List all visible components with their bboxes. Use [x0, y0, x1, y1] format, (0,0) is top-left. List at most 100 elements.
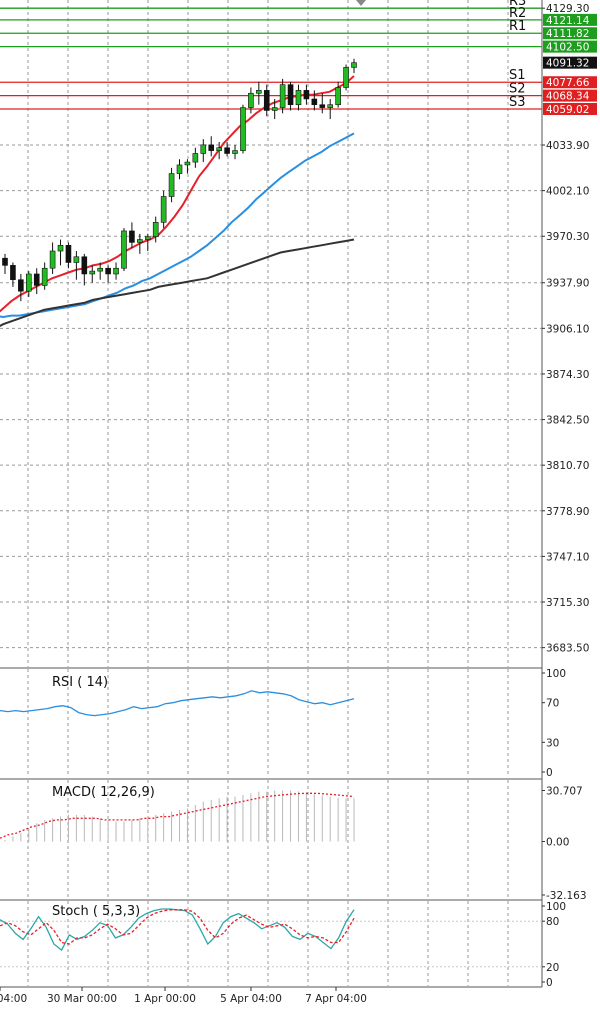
candle [327, 98, 334, 120]
candle [224, 142, 230, 157]
candle [144, 233, 151, 252]
candle-body [57, 244, 64, 252]
indicator-tick-label: 30.707 [546, 785, 583, 797]
candle-body [41, 267, 48, 286]
candle [121, 228, 127, 272]
price-tick-label: 4033.90 [546, 140, 589, 152]
candle-body [319, 104, 326, 108]
candle-body [10, 265, 16, 281]
time-tick-label: 1 Apr 00:00 [134, 993, 196, 1005]
candle-body [184, 161, 191, 166]
candle [248, 87, 254, 114]
candle-body [144, 236, 151, 240]
candle [311, 90, 318, 111]
candle [343, 64, 349, 91]
indicator-tick-label: 80 [546, 916, 559, 928]
indicator-tick-label: 20 [546, 962, 559, 974]
candle-body [129, 230, 135, 243]
macd-panel: MACD( 12,26,9) 30.707 0.00 -32.163 [0, 785, 587, 902]
candle [89, 265, 96, 283]
price-tick-label: 3842.50 [546, 415, 589, 427]
current-price-tag [543, 56, 597, 69]
price-tick-label: 3970.30 [546, 231, 589, 243]
candle [168, 167, 175, 203]
indicator-tick-label: 0 [546, 767, 553, 779]
candle [129, 222, 135, 249]
moving-average-line [0, 132, 355, 319]
candle-body [240, 107, 246, 151]
candle [33, 268, 40, 295]
level-price-tag [543, 13, 597, 26]
candle [160, 190, 167, 229]
candle-body [2, 257, 8, 266]
indicator-title: MACD( 12,26,9) [52, 785, 155, 800]
candle [319, 93, 326, 114]
candle-body [303, 90, 310, 100]
pivot-level-name: R2 [509, 6, 526, 21]
candle-body [121, 230, 127, 269]
rsi-panel-frame [0, 669, 542, 777]
moving-average-line [0, 238, 355, 328]
time-tick-label: 7 Apr 04:00 [305, 993, 367, 1005]
candle [232, 144, 238, 160]
candle [137, 233, 143, 254]
level-price-label: 4077.66 [546, 77, 590, 89]
candle [279, 78, 286, 114]
candle-body [97, 267, 103, 272]
indicator-line [0, 909, 355, 945]
candle-body [208, 144, 215, 151]
candle [295, 84, 302, 111]
pivot-level-name: R1 [509, 19, 526, 34]
indicator-tick-label: 70 [546, 698, 559, 710]
candle-body [49, 250, 56, 269]
candle-body [224, 147, 230, 154]
price-axis: 4129.30 4033.90 4002.10 3970.30 3937.90 3906.… [542, 3, 589, 655]
candle [81, 253, 88, 286]
price-tick-label: 3810.70 [546, 460, 589, 472]
candle-body [81, 256, 88, 275]
candle [184, 159, 191, 174]
candle [351, 58, 357, 74]
candle [25, 271, 32, 297]
price-panel-frame [0, 0, 542, 667]
price-tick-label: 3747.10 [546, 551, 589, 563]
macd-panel-frame [0, 780, 542, 898]
pivot-level-name: S1 [509, 68, 526, 83]
candle [41, 262, 48, 290]
candle [2, 253, 8, 274]
time-tick-label: 5 Apr 04:00 [220, 993, 282, 1005]
time-axis: 04:00 30 Mar 00:00 1 Apr 00:00 5 Apr 04:00 7… [0, 987, 367, 1005]
candle-body [113, 267, 119, 275]
price-tick-label: 4129.30 [546, 3, 589, 15]
candle-body [152, 222, 159, 237]
indicator-title: RSI ( 14) [52, 675, 108, 690]
candle [240, 104, 246, 154]
candle-body [25, 273, 32, 292]
candle [176, 159, 183, 180]
current-price-label: 4091.32 [546, 58, 589, 70]
price-tick-label: 3683.50 [546, 643, 589, 655]
time-tick-label: 04:00 [0, 993, 27, 1005]
shift-marker-icon[interactable] [356, 0, 366, 6]
indicator-line [0, 690, 355, 717]
candle-body [73, 256, 80, 263]
candle-body [176, 164, 183, 174]
candle-body [295, 90, 302, 106]
price-tick-label: 3906.10 [546, 323, 589, 335]
candle [152, 216, 159, 243]
price-tick-label: 3778.90 [546, 506, 589, 518]
pivot-level-name: S3 [509, 95, 526, 110]
level-price-tag [543, 102, 597, 115]
candle-body [232, 150, 238, 154]
indicator-tick-label: 100 [546, 668, 566, 680]
candle [49, 242, 56, 274]
candle [271, 98, 278, 120]
candle [73, 251, 80, 280]
candle [113, 262, 119, 280]
candle [303, 84, 310, 105]
candle-body [248, 92, 254, 108]
level-price-label: 4121.14 [546, 15, 590, 27]
candle-body [263, 90, 270, 111]
candle-body [18, 279, 24, 292]
